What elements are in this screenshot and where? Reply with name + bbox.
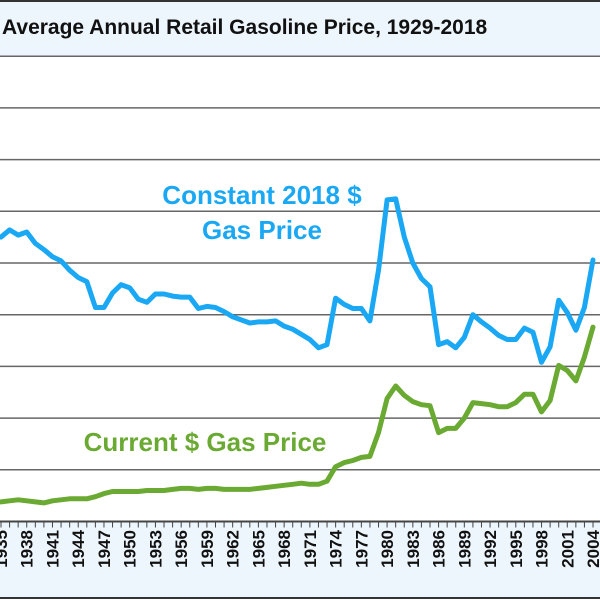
gridlines	[0, 55, 600, 523]
chart-title: Average Annual Retail Gasoline Price, 19…	[2, 16, 487, 39]
series-lines	[0, 196, 596, 506]
x-tick-label: 1992	[481, 530, 500, 568]
current-price-label: Current $ Gas Price	[84, 427, 327, 457]
x-tick-label: 1998	[533, 530, 552, 568]
x-tick-label: 1968	[275, 530, 294, 568]
x-tick-label: 2001	[558, 530, 577, 568]
x-tick-label: 1950	[121, 530, 140, 568]
x-axis-ticks	[0, 521, 594, 528]
x-tick-label: 1956	[172, 530, 191, 568]
constant-price-label-line2: Gas Price	[202, 215, 322, 245]
x-tick-label: 1986	[430, 530, 449, 568]
x-tick-label: 1995	[507, 530, 526, 568]
x-tick-label: 1965	[249, 530, 268, 568]
x-tick-label: 1944	[69, 529, 88, 567]
x-tick-label: 1962	[224, 530, 243, 568]
x-tick-label: 1989	[455, 530, 474, 568]
x-tick-label: 1983	[404, 530, 423, 568]
x-tick-label: 1971	[301, 530, 320, 568]
x-axis-tick-labels: 1935 1938 1941 1944 1947 1950 1953 1956 1959 1962…	[0, 529, 600, 567]
x-tick-label: 1974	[327, 529, 346, 567]
x-tick-label: 1980	[378, 530, 397, 568]
x-tick-label: 1941	[43, 530, 62, 568]
x-tick-label: 1977	[352, 530, 371, 568]
x-tick-label: 2004	[584, 529, 600, 567]
x-tick-label: 1938	[18, 530, 37, 568]
constant-2018-price-line	[0, 196, 596, 365]
x-axis-band	[0, 522, 600, 598]
x-tick-label: 1953	[146, 530, 165, 568]
x-tick-label: 1935	[0, 530, 11, 568]
constant-price-label-line1: Constant 2018 $	[162, 180, 362, 210]
current-price-line	[0, 324, 596, 506]
title-band	[0, 0, 600, 56]
x-tick-label: 1947	[95, 530, 114, 568]
x-tick-label: 1959	[198, 530, 217, 568]
